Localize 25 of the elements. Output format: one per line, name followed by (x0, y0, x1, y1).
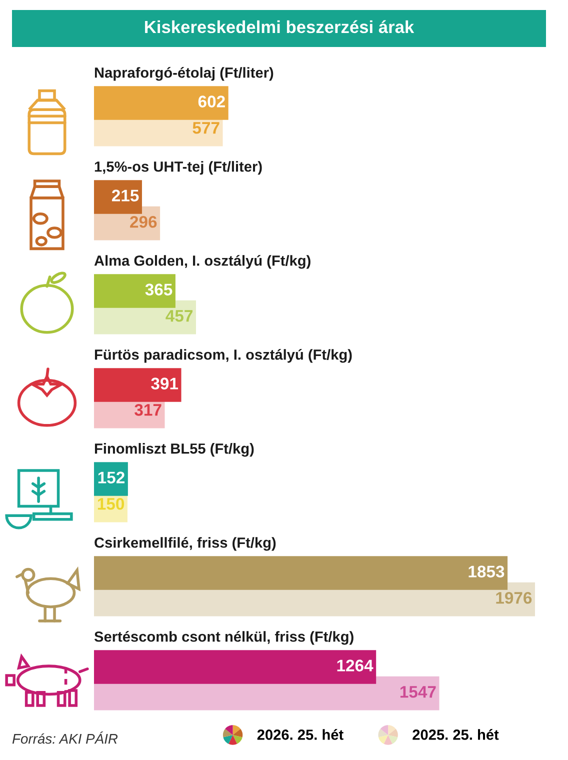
data-label: 1976 (496, 592, 532, 604)
legend-label: 2026. 25. hét (257, 729, 344, 740)
data-label: 602 (198, 96, 225, 108)
y-tick-label: Csirkemellfilé, friss (Ft/kg) (94, 536, 276, 551)
data-label: 317 (134, 404, 162, 416)
y-tick-label: 1,5%-os UHT-tej (Ft/liter) (94, 161, 262, 175)
text: Forrás: AKI PÁIR (12, 732, 118, 744)
y-tick-label: Finomliszt BL55 (Ft/kg) (94, 443, 254, 457)
data-label: 391 (151, 378, 178, 390)
data-label: 296 (130, 216, 157, 228)
legend-label: 2025. 25. hét (412, 729, 499, 740)
data-label: 1853 (468, 566, 504, 578)
data-label: 457 (166, 310, 192, 322)
data-label: 215 (112, 190, 139, 202)
y-tick-label: Fürtös paradicsom, I. osztályú (Ft/kg) (94, 348, 352, 363)
data-label: 150 (98, 498, 124, 510)
chart-title: Kiskereskedelmi beszerzési árak (145, 20, 414, 34)
data-label: 1547 (400, 686, 436, 698)
data-label: 1264 (337, 660, 374, 672)
data-label: 152 (98, 472, 124, 484)
y-tick-label: Alma Golden, I. osztályú (Ft/kg) (94, 254, 310, 269)
data-label: 365 (145, 284, 172, 296)
y-tick-label: Sertéscomb csont nélkül, friss (Ft/kg) (94, 630, 354, 645)
y-tick-label: Napraforgó-étolaj (Ft/liter) (94, 66, 274, 81)
data-label: 577 (192, 122, 220, 134)
